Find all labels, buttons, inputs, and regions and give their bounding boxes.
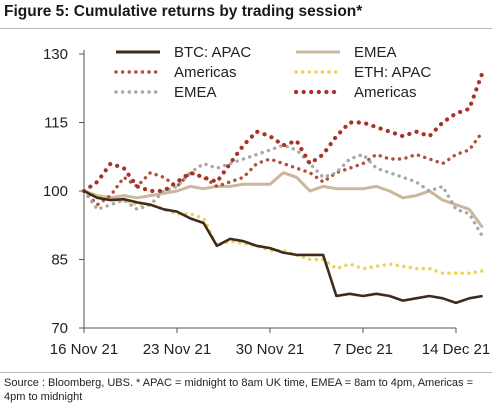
y-tick-label: 85 bbox=[51, 252, 68, 269]
series-line bbox=[83, 189, 483, 305]
line-chart: 130 115 100 85 70 16 Nov 21 23 Nov 21 30 Nov 21… bbox=[43, 44, 490, 358]
legend-label: ETH: APAC bbox=[354, 64, 431, 81]
x-tick-label: 14 Dec 21 bbox=[422, 341, 490, 358]
series-line bbox=[81, 70, 485, 194]
legend-label: Americas bbox=[354, 84, 417, 101]
source-note: Source : Bloomberg, UBS. * APAC = midnig… bbox=[4, 377, 474, 403]
x-tick-label: 16 Nov 21 bbox=[50, 341, 118, 358]
x-tick-label: 30 Nov 21 bbox=[236, 341, 304, 358]
y-tick-label: 100 bbox=[43, 183, 68, 200]
legend-label: EMEA bbox=[174, 84, 217, 101]
x-tick-label: 23 Nov 21 bbox=[143, 341, 211, 358]
series-line bbox=[82, 129, 485, 207]
series-line bbox=[82, 143, 485, 239]
legend-label: Americas bbox=[174, 64, 237, 81]
series-line bbox=[83, 171, 484, 229]
x-tick-label: 7 Dec 21 bbox=[333, 341, 393, 358]
bottom-rule bbox=[0, 372, 492, 373]
y-tick-label: 115 bbox=[44, 115, 68, 132]
top-rule bbox=[0, 28, 492, 29]
figure-title: Figure 5: Cumulative returns by trading … bbox=[4, 3, 363, 20]
series-line bbox=[82, 189, 485, 275]
y-tick-label: 130 bbox=[43, 46, 68, 63]
y-tick-label: 70 bbox=[51, 320, 68, 337]
legend-label: BTC: APAC bbox=[174, 44, 251, 61]
legend-label: EMEA bbox=[354, 44, 397, 61]
